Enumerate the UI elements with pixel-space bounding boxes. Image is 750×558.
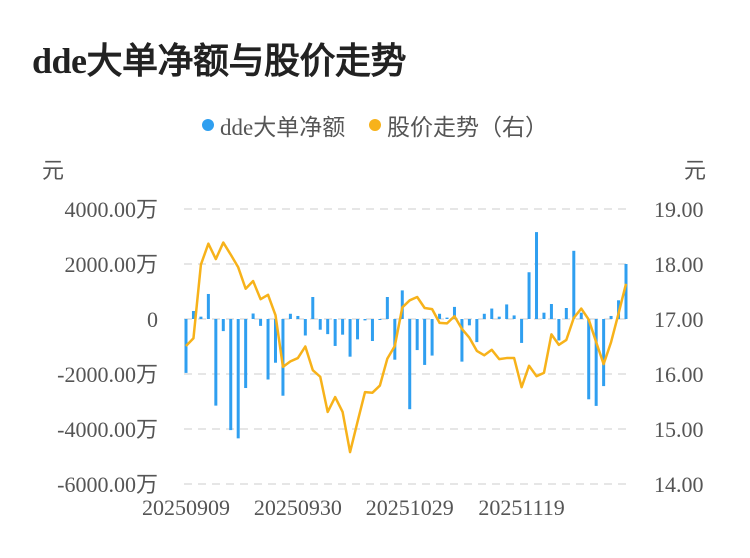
bar [326,319,330,335]
y-right-tick-label: 17.00 [654,307,704,332]
bar [333,319,337,346]
bar [318,319,322,330]
bar [244,319,248,389]
bar [594,319,598,406]
bar [229,319,233,431]
bar [303,319,307,336]
bar [520,319,524,343]
bar [206,293,210,319]
legend-item-price[interactable]: 股价走势（右） [368,108,548,142]
bar [408,319,412,410]
y-left-tick-label: 4000.00万 [64,197,158,222]
x-tick-label: 20250930 [254,495,342,520]
x-tick-label: 20250909 [142,495,230,520]
bar [602,319,606,387]
bar [236,319,240,439]
legend-dot-icon [368,119,381,131]
bar [475,319,479,343]
bar [512,315,516,319]
bar [400,290,404,319]
bar [378,319,382,320]
bar [490,308,494,319]
bar [542,312,546,319]
price-line [185,241,628,454]
legend-dot-icon [202,119,215,131]
bar [423,319,427,365]
bar [438,313,442,319]
bar [527,272,531,319]
legend-label: dde大单净额 [220,115,346,140]
bar [296,315,300,319]
bar [579,312,583,319]
legend-label: 股价走势（右） [386,115,548,140]
bar [251,313,255,319]
bar [266,319,270,380]
y-left-tick-label: -4000.00万 [57,417,158,442]
bar [624,264,628,319]
bar [281,319,285,396]
bar [288,313,292,319]
legend: dde大单净额 股价走势（右） [0,108,750,142]
y-left-tick-label: -6000.00万 [57,472,158,497]
bar [199,316,203,319]
y-left-tick-label: 0 [147,307,158,332]
bar [572,250,576,319]
y-right-tick-label: 14.00 [654,472,704,497]
bar [311,297,315,319]
bar [587,319,591,400]
x-tick-label: 20251029 [366,495,454,520]
bar [356,319,360,340]
bar [348,319,352,357]
bar [557,319,561,341]
bar [535,232,539,319]
bar [385,297,389,319]
bar [460,319,464,362]
y-left-unit: 元 [42,158,64,183]
bar [505,304,509,319]
bar [430,319,434,356]
bar [370,319,374,341]
bar [221,319,225,332]
bar [549,304,553,319]
bar [341,319,345,335]
bar [564,308,568,319]
bar [467,319,471,326]
bar [452,306,456,319]
legend-item-dde[interactable]: dde大单净额 [202,108,345,142]
bar [482,313,486,319]
bar [273,319,277,363]
chart-title: dde大单净额与股价走势 [32,41,407,81]
bar [445,317,449,319]
y-right-unit: 元 [684,158,706,183]
bar [415,319,419,351]
y-left-tick-label: 2000.00万 [64,252,158,277]
x-tick-label: 20251119 [478,495,564,520]
bar [609,315,613,319]
y-right-tick-label: 15.00 [654,417,704,442]
y-right-tick-label: 19.00 [654,197,704,222]
y-right-tick-label: 18.00 [654,252,704,277]
bar [191,311,195,319]
bar [393,319,397,360]
bar [497,316,501,319]
bar [363,319,367,321]
bar [259,319,263,326]
y-left-tick-label: -2000.00万 [57,362,158,387]
bar [214,319,218,406]
y-right-tick-label: 16.00 [654,362,704,387]
